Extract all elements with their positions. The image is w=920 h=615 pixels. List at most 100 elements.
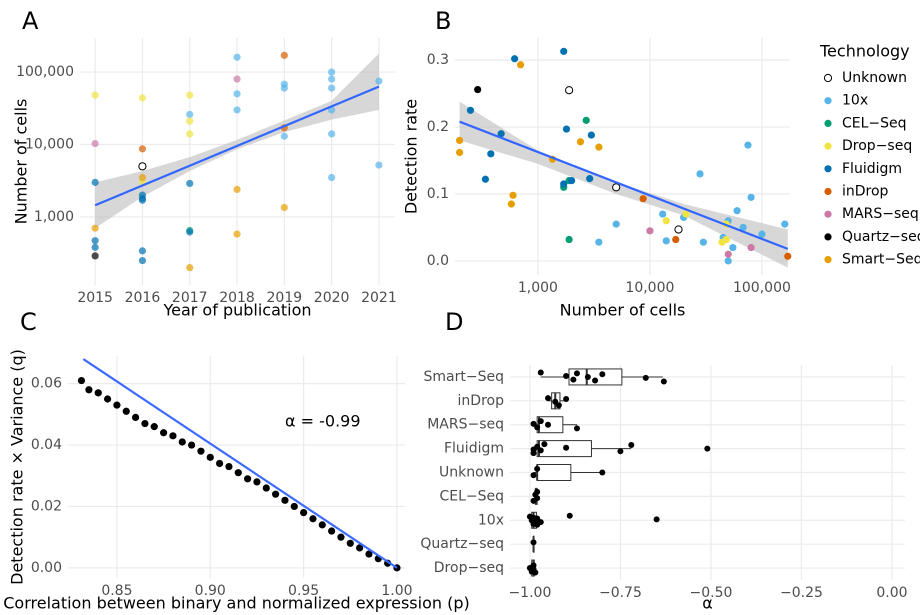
x-tick-label: −1.00 xyxy=(508,585,551,601)
point xyxy=(186,91,194,99)
point xyxy=(272,490,280,498)
point xyxy=(729,243,737,252)
point xyxy=(704,445,711,452)
point xyxy=(733,207,741,215)
box xyxy=(536,464,572,481)
y-tick-label: 0.2 xyxy=(427,119,449,135)
legend-symbol xyxy=(823,73,833,83)
point xyxy=(233,230,241,238)
x-tick-label: 2020 xyxy=(314,290,350,306)
y-tick-label: 0.0 xyxy=(427,253,449,269)
point xyxy=(530,472,537,479)
legend-symbol xyxy=(824,97,832,105)
point xyxy=(534,424,541,431)
x-tick-label: −0.50 xyxy=(689,585,732,601)
x-tick-label: 100,000 xyxy=(733,280,791,296)
legend-symbol xyxy=(824,165,832,173)
point xyxy=(233,75,241,83)
y-axis-title: Detection rate × Variance (q) xyxy=(8,349,27,585)
point xyxy=(537,519,544,526)
point xyxy=(375,77,383,85)
point xyxy=(642,374,649,381)
point xyxy=(747,193,755,201)
point xyxy=(187,441,196,449)
point xyxy=(159,429,168,437)
point xyxy=(233,106,241,114)
box xyxy=(568,368,623,386)
point xyxy=(186,263,194,272)
y-tick-label: MARS−seq xyxy=(427,417,504,433)
point xyxy=(545,395,552,402)
point xyxy=(178,438,186,446)
x-tick-label: 0.90 xyxy=(195,583,226,599)
y-tick-label: 0.1 xyxy=(427,186,449,202)
point xyxy=(537,369,544,376)
point xyxy=(206,453,214,461)
point xyxy=(487,150,495,158)
point xyxy=(584,373,591,380)
point xyxy=(91,237,99,245)
point xyxy=(122,407,130,415)
legend-label: Quartz−seq xyxy=(842,229,920,245)
point xyxy=(328,68,336,76)
point xyxy=(509,191,517,199)
point xyxy=(91,139,99,148)
y-tick-label: 0.02 xyxy=(31,498,62,514)
point xyxy=(309,515,317,523)
point xyxy=(781,220,789,228)
point xyxy=(253,478,261,486)
point xyxy=(758,230,766,238)
point xyxy=(724,257,732,265)
point xyxy=(455,136,464,145)
y-tick-label: 0.00 xyxy=(31,560,62,576)
point xyxy=(318,521,326,529)
point xyxy=(639,195,647,203)
point xyxy=(511,55,519,63)
point xyxy=(138,145,147,153)
x-tick-label: 2016 xyxy=(125,290,161,306)
point xyxy=(138,162,147,171)
point xyxy=(563,444,570,451)
point xyxy=(91,224,99,232)
point xyxy=(724,250,732,258)
y-tick-label: 0.3 xyxy=(427,52,449,68)
legend-label: 10x xyxy=(842,93,868,109)
point xyxy=(103,395,112,403)
legend-title: Technology xyxy=(819,42,910,61)
point xyxy=(555,402,562,409)
point xyxy=(659,210,667,218)
legend-label: Drop−seq xyxy=(842,138,912,154)
point xyxy=(530,450,537,457)
point xyxy=(131,413,140,422)
y-tick-label: 0.06 xyxy=(31,376,62,392)
point xyxy=(169,432,177,440)
point xyxy=(328,527,336,535)
point xyxy=(233,185,241,193)
y-tick-label: Fluidigm xyxy=(444,441,504,457)
point xyxy=(300,508,308,517)
point xyxy=(356,544,364,552)
point xyxy=(280,132,288,140)
point xyxy=(138,196,147,204)
point xyxy=(94,389,102,397)
point xyxy=(660,378,667,385)
point xyxy=(573,425,580,432)
point xyxy=(612,183,621,192)
point xyxy=(186,130,194,138)
y-tick-label: 0.04 xyxy=(31,437,62,453)
point xyxy=(699,238,707,246)
x-tick-label: 0.00 xyxy=(876,585,907,601)
fit-line xyxy=(82,358,398,569)
x-tick-label: 2021 xyxy=(361,290,397,306)
point xyxy=(532,569,539,576)
point xyxy=(562,125,571,133)
point xyxy=(138,94,147,102)
legend-symbol xyxy=(824,233,832,241)
fit-line xyxy=(94,85,380,207)
point xyxy=(537,418,544,425)
point xyxy=(262,484,270,492)
legend-symbol xyxy=(824,210,832,218)
legend-symbol xyxy=(824,142,832,150)
point xyxy=(233,53,241,61)
